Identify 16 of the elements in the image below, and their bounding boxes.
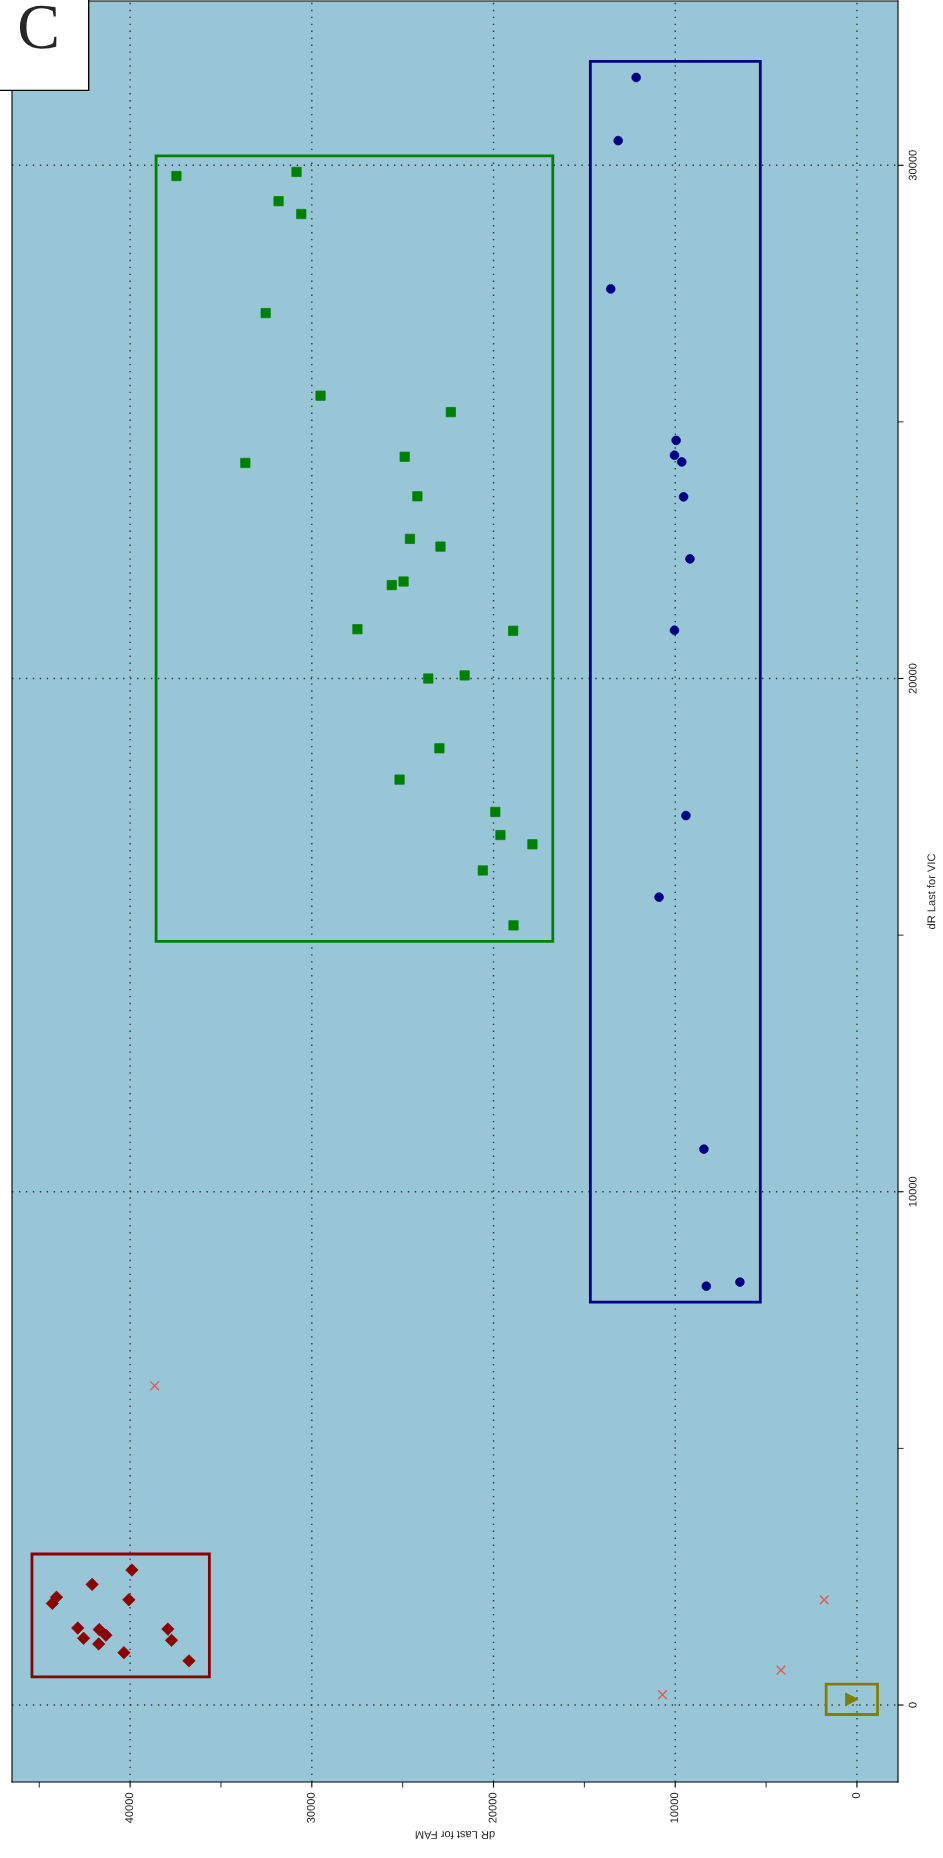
point [775,1665,787,1676]
y-tick-label: 0 [908,1702,917,1708]
point [657,1689,668,1700]
y-tick-label: 30000 [908,150,917,181]
point [819,1594,830,1605]
x-tick-label: 20000 [488,1792,497,1823]
y-axis-title: dR Last for VIC [927,853,936,930]
x-tick-label: 0 [852,1792,860,1799]
x-tick-label: 40000 [125,1792,134,1824]
y-tick-label: 10000 [908,1176,917,1207]
x-tick-label: 10000 [670,1792,679,1823]
x-axis-title: dR Last for FAM [415,1831,495,1840]
y-tick-label: 20000 [908,663,917,694]
point [149,1380,160,1391]
x-tick-label: 30000 [306,1792,315,1823]
annotation: C [19,5,57,49]
